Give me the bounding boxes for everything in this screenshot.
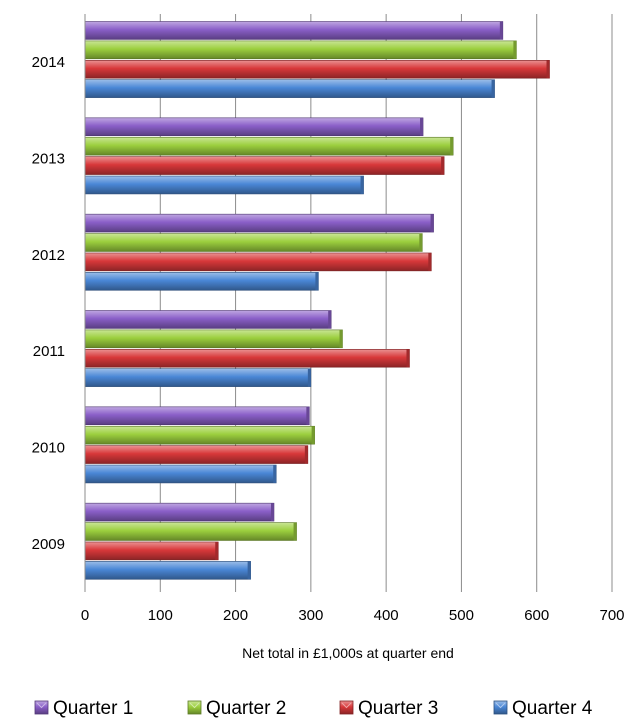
bar: [84, 117, 424, 137]
x-axis-title: Net total in £1,000s at quarter end: [242, 645, 454, 661]
category-label: 2011: [33, 343, 65, 360]
legend-item: Quarter 2: [187, 698, 286, 719]
legend-label: Quarter 2: [206, 698, 286, 719]
gridlines: [159, 14, 613, 592]
x-tick-labels: 0 100 200 300 400 500 600 700: [81, 607, 625, 624]
bar: [84, 21, 504, 40]
bar: [84, 40, 517, 60]
legend-item: Quarter 4: [493, 698, 593, 719]
bar: [84, 175, 364, 195]
bar: [84, 156, 445, 175]
legend-item: Quarter 3: [339, 698, 438, 719]
bar: [84, 445, 309, 464]
x-tick-label: 500: [449, 607, 474, 624]
bar: [84, 213, 434, 233]
category-label: 2014: [32, 54, 65, 71]
bar: [84, 406, 310, 426]
bar: [84, 541, 219, 561]
x-tick-label: 600: [524, 607, 549, 624]
x-tick-label: 100: [148, 607, 173, 624]
legend-label: Quarter 1: [53, 698, 133, 719]
bar: [84, 561, 251, 580]
x-tick-label: 300: [298, 607, 323, 624]
legend-label: Quarter 4: [512, 698, 593, 719]
bar: [84, 348, 410, 368]
bar: [84, 233, 423, 252]
category-labels: 2009 2010 2011 2012 2013 2014: [32, 54, 65, 553]
category-label: 2010: [32, 440, 65, 457]
category-label: 2013: [32, 151, 65, 168]
bar: [84, 79, 495, 98]
bars: [84, 21, 550, 580]
bar: [84, 59, 550, 79]
bar: [84, 310, 332, 329]
category-label: 2009: [32, 536, 65, 553]
bar: [84, 522, 297, 541]
x-tick-label: 200: [223, 607, 248, 624]
bar: [84, 136, 454, 156]
bar: [84, 502, 275, 522]
bar: [84, 368, 312, 387]
category-label: 2012: [32, 247, 65, 264]
bar: [84, 272, 319, 291]
x-tick-label: 700: [599, 607, 624, 624]
x-tick-label: 400: [374, 607, 399, 624]
bar: [84, 464, 277, 484]
legend-item: Quarter 1: [34, 698, 133, 719]
legend: Quarter 1 Quarter 2 Quarter 3 Quarter 4: [34, 698, 593, 719]
legend-label: Quarter 3: [358, 698, 438, 719]
x-tick-label: 0: [81, 607, 89, 624]
bar: [84, 252, 432, 272]
bar: [84, 329, 343, 349]
bar: [84, 425, 315, 445]
